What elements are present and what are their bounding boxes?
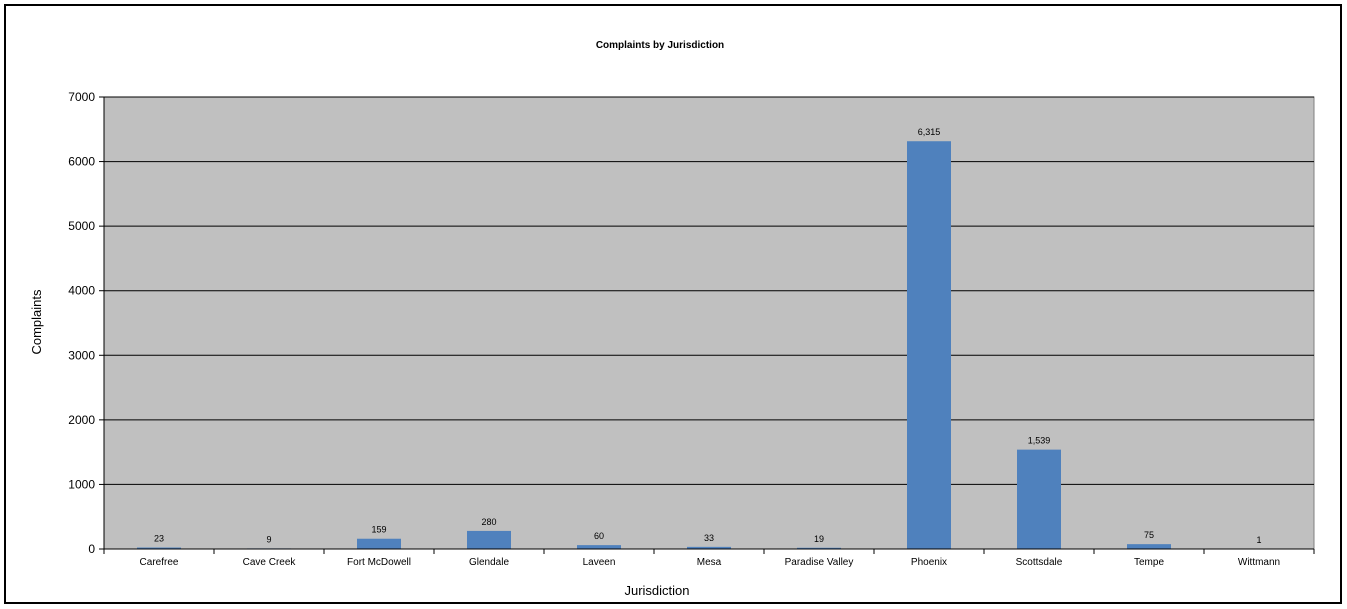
- y-tick-label: 0: [88, 542, 95, 556]
- y-tick-label: 7000: [68, 90, 95, 104]
- y-axis-ticks: 0 1000 2000 3000 4000 5000 6000 7000: [68, 90, 104, 556]
- data-label: 9: [266, 534, 271, 544]
- bar-mesa: [687, 546, 731, 549]
- x-tick-label: Carefree: [140, 557, 179, 568]
- data-label: 75: [1144, 530, 1154, 540]
- y-tick-label: 1000: [68, 477, 95, 491]
- y-tick-label: 5000: [68, 219, 95, 233]
- y-tick-label: 2000: [68, 413, 95, 427]
- data-label: 1,539: [1028, 436, 1051, 446]
- x-tick-label: Glendale: [469, 557, 509, 568]
- bar-glendale: [467, 530, 511, 549]
- bar-scottsdale: [1017, 449, 1061, 549]
- x-axis-ticks: Carefree Cave Creek Fort McDowell Glendale L…: [103, 549, 1315, 568]
- x-tick-label: Phoenix: [911, 557, 947, 568]
- data-label: 19: [814, 534, 824, 544]
- data-label: 1: [1256, 535, 1261, 545]
- bars: [137, 141, 1281, 550]
- data-label: 23: [154, 534, 164, 544]
- x-tick-label: Laveen: [583, 557, 616, 568]
- x-tick-label: Fort McDowell: [347, 557, 411, 568]
- y-tick-label: 4000: [68, 284, 95, 298]
- bar-tempe: [1127, 544, 1171, 549]
- y-tick-label: 6000: [68, 155, 95, 169]
- data-labels: 23 9 159 280 60 33 19 6,315 1,539 75 1: [154, 127, 1262, 545]
- x-tick-label: Mesa: [697, 557, 722, 568]
- gridlines: [104, 96, 1314, 485]
- data-label: 33: [704, 533, 714, 543]
- bar-fort-mcdowell: [357, 538, 401, 549]
- bar-laveen: [577, 545, 621, 549]
- x-tick-label: Cave Creek: [243, 557, 297, 568]
- data-label: 60: [594, 531, 604, 541]
- bar-phoenix: [907, 141, 951, 549]
- data-label: 6,315: [918, 127, 941, 137]
- plot-area: [103, 96, 1315, 550]
- x-tick-label: Tempe: [1134, 557, 1164, 568]
- x-tick-label: Wittmann: [1238, 557, 1280, 568]
- bar-carefree: [137, 547, 181, 549]
- chart-title: Complaints by Jurisdiction: [596, 40, 724, 51]
- x-axis-title: Jurisdiction: [624, 583, 689, 598]
- data-label: 159: [371, 525, 386, 535]
- bar-paradise-valley: [797, 547, 841, 549]
- x-tick-label: Scottsdale: [1016, 557, 1063, 568]
- data-label: 280: [481, 517, 496, 527]
- y-axis-title: Complaints: [29, 289, 44, 355]
- y-tick-label: 3000: [68, 348, 95, 362]
- x-tick-label: Paradise Valley: [785, 557, 854, 568]
